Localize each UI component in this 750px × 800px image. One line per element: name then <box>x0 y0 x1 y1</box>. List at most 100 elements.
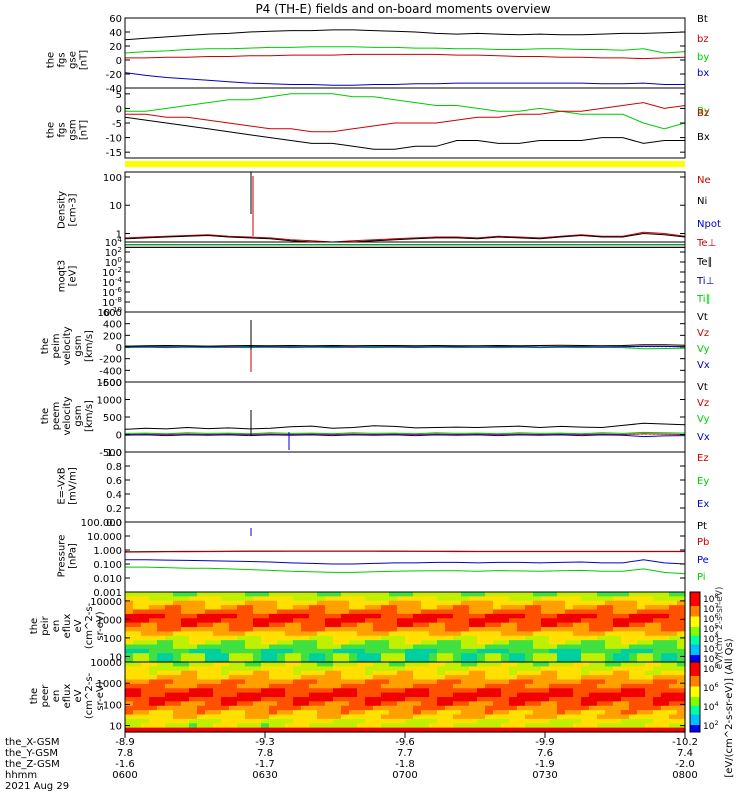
spectrogram-cell <box>605 592 614 597</box>
spectrogram-cell <box>341 675 350 681</box>
spectrogram-cell <box>469 705 478 711</box>
spectrogram-cell <box>277 600 286 606</box>
spectrogram-cell <box>365 640 374 646</box>
spectrogram-cell <box>197 662 206 667</box>
colorbar-cell-bottom <box>690 677 700 680</box>
spectrogram-cell <box>293 705 302 711</box>
spectrogram-cell <box>421 622 430 628</box>
spectrogram-cell <box>125 662 134 667</box>
spectrogram-cell <box>677 644 686 650</box>
colorbar-top-tick-6: 102 <box>703 652 719 665</box>
spectrogram-cell <box>229 675 238 681</box>
spectrogram-cell <box>525 710 534 716</box>
y-gsm-value-2: 7.7 <box>397 748 413 759</box>
spectrogram-cell <box>237 666 246 672</box>
spectrogram-cell <box>637 688 646 694</box>
spectrogram-cell <box>653 596 662 602</box>
colorbar-cell-bottom <box>690 684 700 687</box>
spectrogram-cell <box>629 675 638 681</box>
spectrogram-cell <box>309 622 318 628</box>
spectrogram-cell <box>325 613 334 619</box>
ylabel-line-fgs_gse-1: fgs <box>57 52 68 67</box>
spectrogram-cell <box>453 675 462 681</box>
spectrogram-cell <box>389 605 398 611</box>
spectrogram-cell <box>293 613 302 619</box>
spectrogram-cell <box>261 622 270 628</box>
spectrogram-cell <box>325 692 334 698</box>
ylabel-line-peem_velocity-0: the <box>40 408 51 424</box>
spectrogram-cell <box>365 679 374 685</box>
spectrogram-cell <box>653 622 662 628</box>
spectrogram-cell <box>333 657 342 663</box>
spectrogram-cell <box>165 644 174 650</box>
spectrogram-cell <box>429 592 438 597</box>
spectrogram-cell <box>157 609 166 615</box>
spectrogram-cell <box>141 688 150 694</box>
spectrogram-cell <box>653 692 662 698</box>
spectrogram-cell <box>173 635 182 641</box>
spectrogram-cell <box>285 718 294 724</box>
spectrogram-cell <box>309 609 318 615</box>
spectrogram-cell <box>157 618 166 624</box>
spectrogram-cell <box>237 618 246 624</box>
spectrogram-cell <box>133 635 142 641</box>
spectrogram-cell <box>597 622 606 628</box>
spectrogram-cell <box>525 648 534 654</box>
spectrogram-cell <box>533 697 542 702</box>
spectrogram-cell <box>165 613 174 619</box>
spectrogram-cell <box>181 596 190 602</box>
spectrogram-cell <box>133 688 142 694</box>
spectrogram-cell <box>565 648 574 654</box>
series-line-fgs_gse-0 <box>124 29 686 41</box>
spectrogram-cell <box>261 705 270 711</box>
spectrogram-cell <box>221 635 230 641</box>
spectrogram-cell <box>461 613 470 619</box>
colorbar-cell-top <box>690 627 700 630</box>
spectrogram-cell <box>613 648 622 654</box>
spectrogram-cell <box>253 666 262 672</box>
spectrogram-cell <box>669 727 678 733</box>
legend-temperature-0: Te⊥ <box>696 238 716 249</box>
spectrogram-cell <box>405 688 414 694</box>
spectrogram-cell <box>357 714 366 720</box>
spectrogram-cell <box>437 697 446 702</box>
series-line-density-0 <box>124 231 686 243</box>
ytick-label-peim_velocity-3: 0 <box>116 343 122 354</box>
spectrogram-cell <box>621 710 630 716</box>
spectrogram-cell <box>477 679 486 685</box>
spectrogram-cell <box>413 640 422 646</box>
spectrogram-cell <box>253 723 262 729</box>
spectrogram-cell <box>325 653 334 659</box>
spectrogram-cell <box>581 714 590 720</box>
spectrogram-cell <box>141 622 150 628</box>
spectrogram-cell <box>437 714 446 720</box>
spectrogram-cell <box>253 662 262 667</box>
spectrogram-cell <box>285 688 294 694</box>
spectrogram-cell <box>149 600 158 606</box>
spectrogram-cell <box>405 675 414 681</box>
spectrogram-cell <box>541 710 550 716</box>
spectrogram-cell <box>301 675 310 681</box>
spectrogram-cell <box>133 627 142 632</box>
spectrogram-cell <box>653 600 662 606</box>
spectrogram-cell <box>173 670 182 676</box>
spectrogram-cell <box>557 627 566 632</box>
spectrogram-cell <box>269 600 278 606</box>
colorbar-cell-top <box>690 609 700 612</box>
spectrogram-cell <box>189 600 198 606</box>
spectrogram-cell <box>653 635 662 641</box>
spectrogram-cell <box>437 723 446 729</box>
spectrogram-cell <box>269 662 278 667</box>
spectrogram-cell <box>637 662 646 667</box>
spectrogram-cell <box>421 723 430 729</box>
colorbar-cell-top <box>690 614 700 617</box>
legend-density-1: Ni <box>697 196 707 207</box>
spectrogram-cell <box>165 705 174 711</box>
spectrogram-cell <box>293 662 302 667</box>
spectrogram-cell <box>669 718 678 724</box>
spectrogram-cell <box>661 622 670 628</box>
spectrogram-cell <box>349 688 358 694</box>
z-gsm-value-0: -1.6 <box>115 759 135 770</box>
spectrogram-cell <box>493 618 502 624</box>
